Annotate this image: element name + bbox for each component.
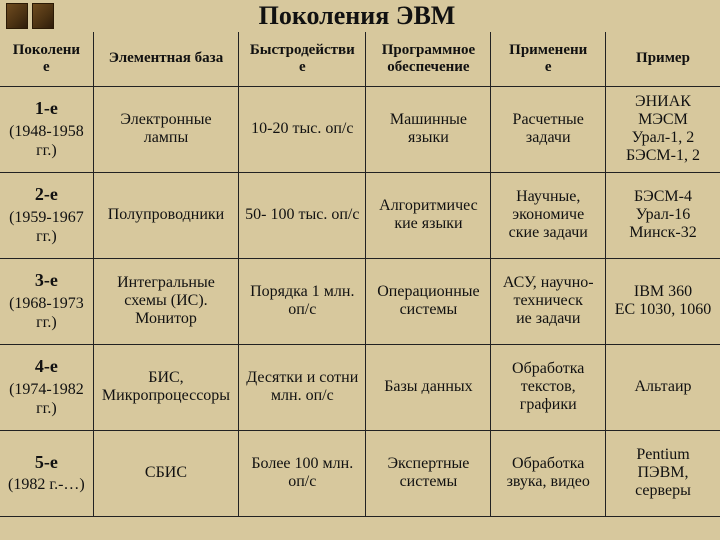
- generations-table: ПоколениеЭлементная базаБыстродействиеПр…: [0, 32, 720, 517]
- cell-generation: 2-е(1959-1967 гг.): [0, 172, 93, 258]
- cell-speed: Десятки и сотни млн. оп/с: [239, 344, 366, 430]
- cell-use: Обработка звука, видео: [491, 430, 605, 516]
- page-title: Поколения ЭВМ: [54, 1, 720, 31]
- cell-speed: 10-20 тыс. оп/с: [239, 86, 366, 172]
- cell-use: Расчетные задачи: [491, 86, 605, 172]
- cell-soft: Машинные языки: [366, 86, 491, 172]
- cell-soft: Алгоритмические языки: [366, 172, 491, 258]
- cell-generation: 3-е(1968-1973 гг.): [0, 258, 93, 344]
- cell-soft: Операционные системы: [366, 258, 491, 344]
- table-row: 3-е(1968-1973 гг.)Интегральные схемы (ИС…: [0, 258, 720, 344]
- cell-ex: Pentium ПЭВМ, серверы: [605, 430, 720, 516]
- cell-ex: IBM 360ЕС 1030, 1060: [605, 258, 720, 344]
- cell-use: Обработка текстов, графики: [491, 344, 605, 430]
- cell-speed: Порядка 1 млн. оп/с: [239, 258, 366, 344]
- cell-soft: Базы данных: [366, 344, 491, 430]
- cell-use: Научные, экономические задачи: [491, 172, 605, 258]
- cell-base: Интегральные схемы (ИС). Монитор: [93, 258, 238, 344]
- thumb-icon: [32, 3, 54, 29]
- cell-speed: 50- 100 тыс. оп/с: [239, 172, 366, 258]
- col-header-use: Применение: [491, 32, 605, 86]
- table-row: 4-е(1974-1982 гг.)БИС, МикропроцессорыДе…: [0, 344, 720, 430]
- cell-soft: Экспертные системы: [366, 430, 491, 516]
- cell-base: Электронные лампы: [93, 86, 238, 172]
- decorative-thumbnails: [0, 3, 54, 29]
- col-header-ex: Пример: [605, 32, 720, 86]
- col-header-speed: Быстродействие: [239, 32, 366, 86]
- col-header-soft: Программное обеспечение: [366, 32, 491, 86]
- cell-speed: Более 100 млн. оп/с: [239, 430, 366, 516]
- cell-ex: ЭНИАКМЭСМУрал-1, 2БЭСМ-1, 2: [605, 86, 720, 172]
- cell-generation: 5-е(1982 г.-…): [0, 430, 93, 516]
- cell-base: СБИС: [93, 430, 238, 516]
- cell-use: АСУ, научно-технические задачи: [491, 258, 605, 344]
- table-row: 5-е(1982 г.-…)СБИСБолее 100 млн. оп/сЭкс…: [0, 430, 720, 516]
- cell-generation: 1-е(1948-1958 гг.): [0, 86, 93, 172]
- cell-generation: 4-е(1974-1982 гг.): [0, 344, 93, 430]
- cell-ex: БЭСМ-4Урал-16Минск-32: [605, 172, 720, 258]
- cell-base: Полупроводники: [93, 172, 238, 258]
- col-header-gen: Поколение: [0, 32, 93, 86]
- top-bar: Поколения ЭВМ: [0, 0, 720, 32]
- cell-base: БИС, Микропроцессоры: [93, 344, 238, 430]
- cell-ex: Альтаир: [605, 344, 720, 430]
- col-header-base: Элементная база: [93, 32, 238, 86]
- thumb-icon: [6, 3, 28, 29]
- table-row: 2-е(1959-1967 гг.)Полупроводники50- 100 …: [0, 172, 720, 258]
- table-row: 1-е(1948-1958 гг.)Электронные лампы10-20…: [0, 86, 720, 172]
- header-row: ПоколениеЭлементная базаБыстродействиеПр…: [0, 32, 720, 86]
